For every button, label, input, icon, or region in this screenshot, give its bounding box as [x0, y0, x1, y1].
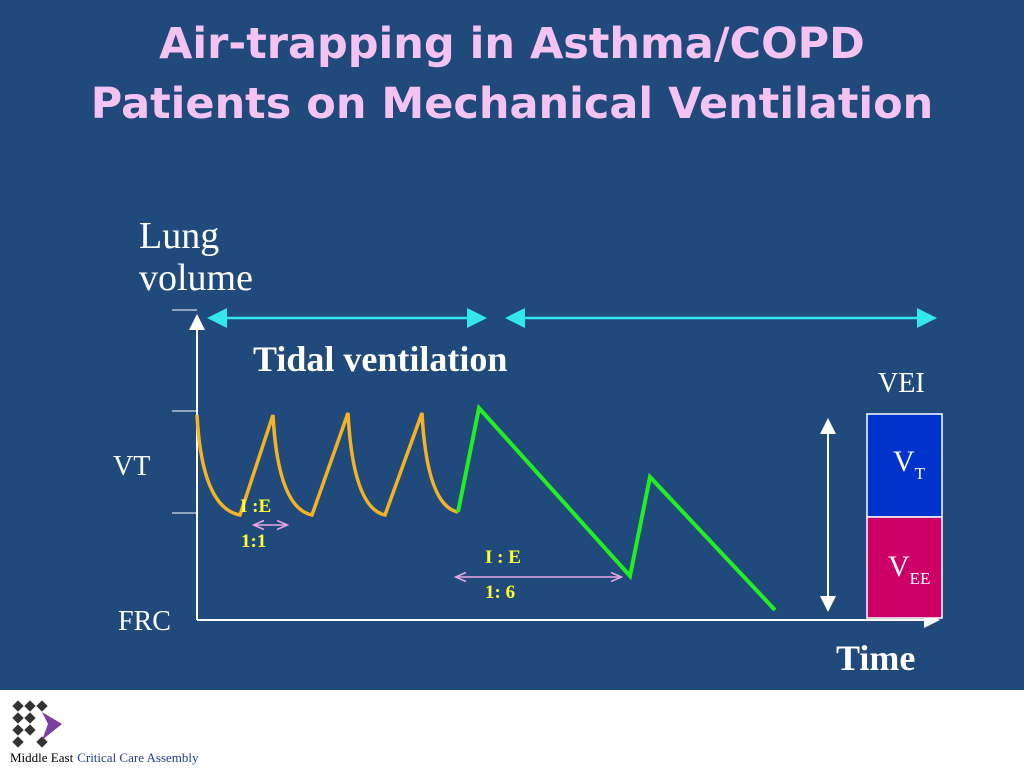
vt-main: V — [893, 445, 915, 478]
x-axis-label: Time — [836, 638, 915, 678]
ratio-label: I :E — [240, 496, 271, 517]
level-label: VT — [113, 451, 150, 482]
title-line: Air-trapping in Asthma/COPD — [159, 19, 865, 69]
ratio-value: 1:1 — [241, 531, 266, 552]
footer-org: Critical Care Assembly — [77, 750, 199, 765]
vee-box — [866, 516, 943, 619]
normal-waveform — [195, 412, 459, 518]
footer-text: Middle East Critical Care Assembly — [10, 750, 199, 765]
vee-sub: EE — [910, 569, 931, 588]
ratio-label: I : E — [485, 547, 521, 568]
vt-sub: T — [915, 464, 926, 483]
axes — [172, 309, 940, 628]
trapping-waveform — [456, 403, 777, 612]
vt-text: VT — [893, 445, 926, 483]
section-label: Tidal ventilation — [253, 339, 507, 379]
y-axis-label: volume — [139, 257, 253, 299]
y-axis-label: Lung — [139, 215, 219, 257]
vee-main: V — [888, 550, 910, 583]
level-label: FRC — [118, 606, 171, 637]
vei-label: VEI — [878, 368, 925, 399]
footer-prefix: Middle East — [10, 750, 74, 765]
footer — [0, 690, 1024, 768]
ratio-value: 1: 6 — [485, 582, 515, 603]
title-line: Patients on Mechanical Ventilation — [91, 79, 934, 129]
vt-box — [866, 413, 943, 518]
vee-text: VEE — [888, 550, 930, 588]
